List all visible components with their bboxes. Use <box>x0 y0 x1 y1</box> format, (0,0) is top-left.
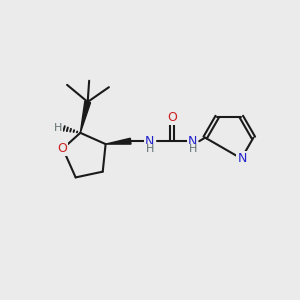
Text: N: N <box>188 135 197 148</box>
Polygon shape <box>106 138 131 144</box>
Text: H: H <box>189 144 197 154</box>
Text: N: N <box>237 152 247 165</box>
Text: O: O <box>57 142 67 155</box>
Text: H: H <box>53 123 62 133</box>
Polygon shape <box>80 101 91 133</box>
Text: N: N <box>145 135 154 148</box>
Text: O: O <box>167 111 177 124</box>
Text: H: H <box>146 144 154 154</box>
